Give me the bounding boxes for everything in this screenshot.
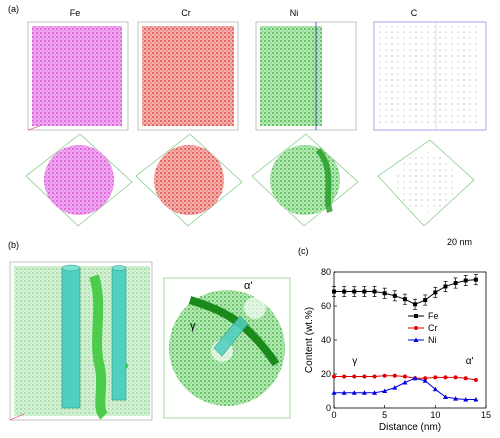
point-fe <box>372 289 377 294</box>
ni-isosurface-volume <box>9 261 153 421</box>
legend-marker-ni <box>413 337 419 342</box>
fe-cross-section <box>25 133 133 227</box>
point-ni <box>331 390 337 395</box>
ni-cross-section <box>251 133 359 227</box>
ni-cross-section-view <box>163 277 291 419</box>
point-fe <box>453 281 458 286</box>
annotation-gamma: γ <box>352 356 357 367</box>
point-fe <box>382 291 387 296</box>
point-ni <box>361 390 367 395</box>
fe-cylinder <box>27 21 129 131</box>
point-cr <box>402 374 407 379</box>
point-cr <box>362 374 367 379</box>
point-cr <box>433 375 438 380</box>
y-axis-label: Content (wt.%) <box>304 307 315 373</box>
point-cr <box>352 374 357 379</box>
point-ni <box>432 386 438 392</box>
legend-label-fe: Fe <box>428 311 439 321</box>
scale-bar-label: 20 nm <box>447 237 473 247</box>
point-cr <box>332 374 336 379</box>
point-fe <box>423 298 428 303</box>
c-cylinder <box>373 21 487 131</box>
point-cr <box>443 375 448 380</box>
point-cr <box>382 373 387 378</box>
y-tick-label: 80 <box>321 267 331 277</box>
alpha-prime-label-b: α' <box>244 280 253 292</box>
point-ni <box>372 390 378 395</box>
point-cr <box>342 374 347 379</box>
element-label-fe: Fe <box>69 8 81 18</box>
ni-cylinder <box>255 21 357 131</box>
point-fe <box>352 289 357 294</box>
panel-label-b: (b) <box>8 240 19 250</box>
y-tick-label: 40 <box>321 335 331 345</box>
y-tick-label: 0 <box>326 403 331 413</box>
gamma-label-b: γ <box>190 320 196 332</box>
point-ni <box>442 394 448 399</box>
legend-marker-cr <box>414 326 418 330</box>
point-ni <box>341 390 347 395</box>
annotation-alpha-prime: α' <box>466 356 474 367</box>
element-label-ni: Ni <box>289 8 299 18</box>
point-ni <box>473 397 479 402</box>
point-ni <box>463 397 469 402</box>
atom-map-panel-b <box>9 261 291 421</box>
point-ni <box>392 385 398 390</box>
point-cr <box>473 377 478 382</box>
cr-cylinder <box>137 21 239 131</box>
y-tick-label: 20 <box>321 369 331 379</box>
x-axis-label: Distance (nm) <box>379 422 441 433</box>
x-tick-label: 15 <box>481 410 491 420</box>
point-cr <box>392 373 397 378</box>
point-fe <box>402 297 407 302</box>
legend-label-ni: Ni <box>428 335 437 345</box>
point-ni <box>382 388 388 393</box>
x-tick-label: 10 <box>430 410 440 420</box>
panel-label-a: (a) <box>8 4 19 14</box>
point-fe <box>413 302 418 307</box>
panel-label-c: (c) <box>298 246 309 256</box>
element-label-cr: Cr <box>181 8 191 18</box>
atom-map-panel-a <box>25 21 487 227</box>
point-cr <box>372 374 377 379</box>
x-tick-label: 5 <box>382 410 387 420</box>
point-fe <box>362 289 367 294</box>
y-tick-label: 60 <box>321 301 331 311</box>
point-cr <box>453 375 458 380</box>
point-cr <box>463 376 468 381</box>
point-ni <box>412 375 418 381</box>
point-fe <box>332 289 336 294</box>
x-tick-label: 0 <box>331 410 336 420</box>
point-ni <box>402 380 408 385</box>
legend-label-cr: Cr <box>428 323 438 333</box>
cr-cross-section <box>135 133 243 227</box>
point-fe <box>342 289 347 294</box>
point-ni <box>453 396 459 401</box>
point-fe <box>473 277 478 282</box>
point-fe <box>463 278 468 283</box>
point-ni <box>422 378 428 383</box>
legend-marker-fe <box>414 314 418 318</box>
c-cross-section <box>377 139 475 227</box>
point-fe <box>392 293 397 298</box>
element-label-c: C <box>410 8 418 18</box>
point-fe <box>443 284 448 289</box>
point-cr <box>423 376 428 381</box>
point-ni <box>351 390 357 395</box>
composition-profile-chart: 0 5 10 15 0 20 40 60 80 Distance (nm) Content (wt.… <box>304 267 491 433</box>
point-fe <box>433 290 438 295</box>
